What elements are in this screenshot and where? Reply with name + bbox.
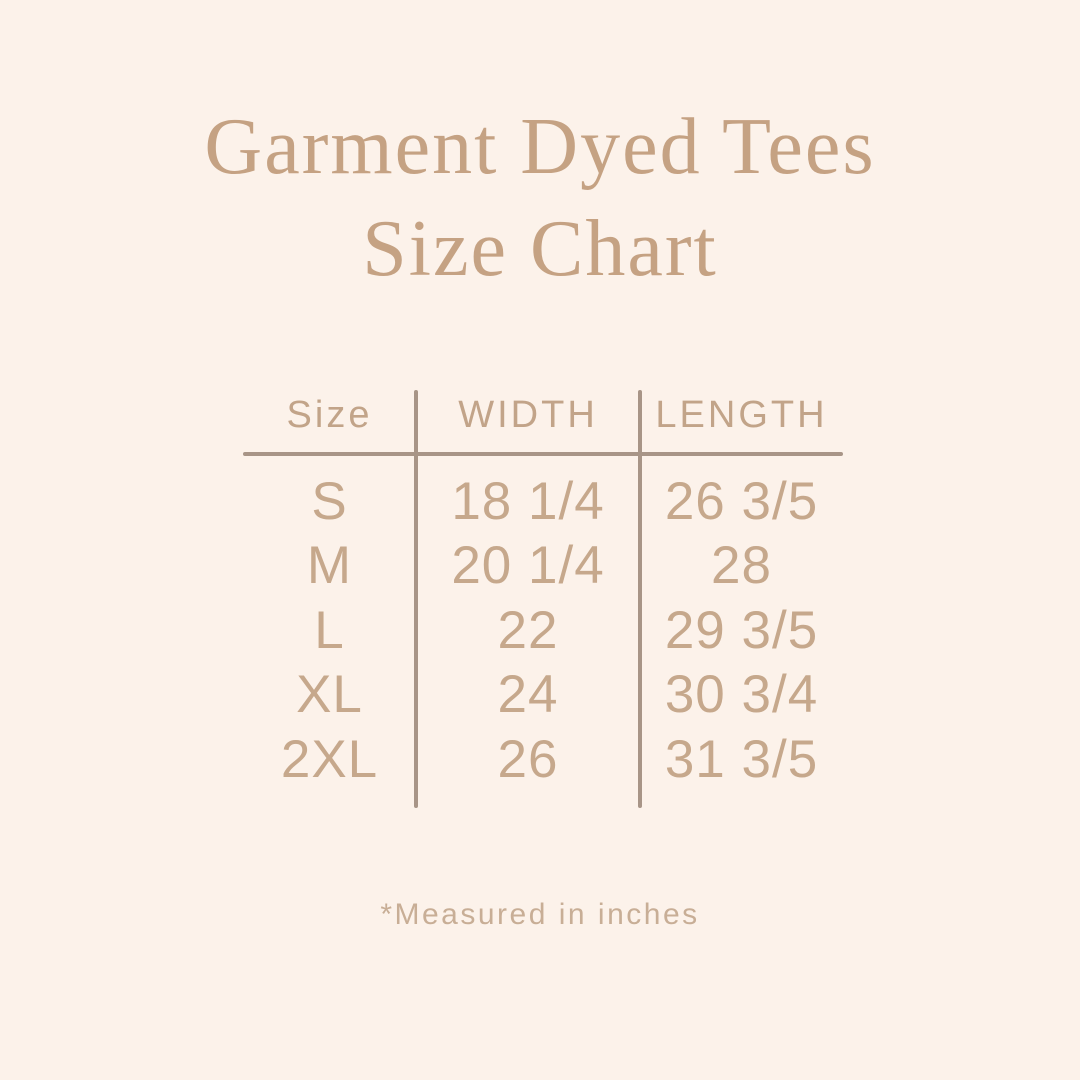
page-title: Garment Dyed Tees Size Chart — [0, 96, 1080, 300]
header-width: WIDTH — [458, 393, 598, 436]
header-size: Size — [286, 393, 373, 436]
length-cell-2xl: 31 3/5 — [664, 729, 819, 789]
length-cell-xl: 30 3/4 — [664, 665, 819, 725]
width-cell-xl: 24 — [497, 665, 559, 725]
table-header-row: Size WIDTH LENGTH — [243, 390, 843, 452]
length-cell-l: 29 3/5 — [664, 600, 819, 660]
size-table: S 18 1/4 26 3/5 M 20 1/4 28 L 22 29 3/5 … — [243, 469, 843, 792]
header-divider-line — [243, 452, 843, 456]
size-cell-2xl: 2XL — [280, 729, 379, 789]
size-cell-m: M — [306, 536, 353, 596]
size-cell-xl: XL — [296, 665, 363, 725]
width-cell-2xl: 26 — [497, 729, 559, 789]
size-cell-l: L — [314, 600, 345, 660]
header-length: LENGTH — [655, 393, 828, 436]
width-cell-l: 22 — [497, 600, 559, 660]
length-cell-m: 28 — [711, 536, 772, 596]
length-cell-s: 26 3/5 — [664, 471, 819, 531]
width-cell-m: 20 1/4 — [451, 536, 605, 596]
width-cell-s: 18 1/4 — [451, 471, 605, 531]
column-divider-left — [414, 390, 418, 808]
title-line-2: Size Chart — [362, 205, 718, 293]
size-cell-s: S — [311, 471, 348, 531]
measurement-footnote: *Measured in inches — [380, 898, 700, 931]
column-divider-right — [638, 390, 642, 808]
title-line-1: Garment Dyed Tees — [204, 103, 876, 191]
